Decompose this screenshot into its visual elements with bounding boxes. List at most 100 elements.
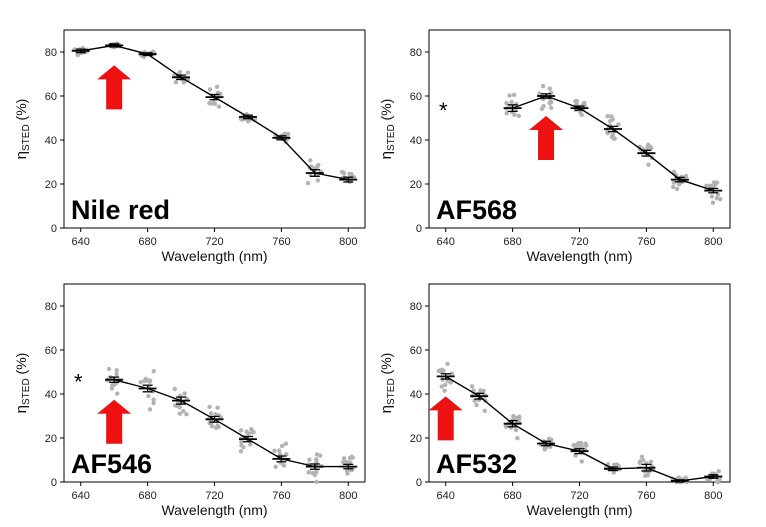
- replicate-point: [248, 442, 253, 447]
- replicate-point: [546, 436, 552, 442]
- replicate-point: [671, 184, 676, 190]
- replicate-point: [239, 439, 244, 444]
- y-label-unit: (%): [13, 353, 29, 379]
- y-tick-label: 40: [45, 389, 57, 401]
- replicate-point: [579, 459, 584, 464]
- x-tick-label: 640: [437, 490, 455, 502]
- y-label-unit: (%): [378, 99, 394, 125]
- replicate-point: [611, 462, 617, 467]
- replicate-point: [509, 99, 514, 105]
- replicate-point: [515, 435, 520, 441]
- x-tick-label: 760: [637, 490, 655, 502]
- replicate-point: [146, 393, 151, 399]
- replicate-point: [517, 414, 522, 419]
- replicate-point: [482, 408, 488, 413]
- replicate-point: [138, 379, 143, 385]
- replicate-point: [671, 180, 677, 185]
- replicate-point: [316, 162, 321, 168]
- y-tick-label: 80: [45, 301, 57, 313]
- y-tick-label: 80: [45, 47, 57, 59]
- x-tick-label: 760: [272, 490, 290, 502]
- replicate-point: [341, 456, 347, 461]
- replicate-point: [549, 99, 554, 105]
- y-label-subscript: STED: [21, 378, 32, 405]
- replicate-point: [605, 129, 610, 134]
- mean-line: [80, 44, 349, 181]
- chart-panel-2: 0 20 40 60 80 640 680 720 760 800 Wavelength (nm) η…: [378, 29, 731, 264]
- replicate-point: [715, 479, 721, 485]
- replicate-point: [449, 371, 455, 376]
- replicate-point: [182, 391, 187, 396]
- replicate-point: [181, 409, 186, 414]
- x-axis-label: Wavelength (nm): [526, 248, 632, 264]
- y-axis-label: ηSTED (%): [378, 99, 397, 160]
- replicate-point: [349, 171, 354, 177]
- x-tick-label: 680: [138, 236, 156, 248]
- y-tick-label: 80: [410, 47, 422, 59]
- replicate-point: [348, 460, 353, 465]
- replicate-point: [114, 368, 119, 373]
- replicate-point: [511, 413, 516, 419]
- replicate-point: [439, 384, 444, 389]
- chart-panel-1: 0 20 40 60 80 640 680 720 760 800 Wavelength (nm) η…: [13, 29, 366, 264]
- replicate-point: [276, 448, 282, 453]
- replicate-point: [145, 378, 150, 383]
- replicate-point: [216, 424, 221, 430]
- optimum-arrow-icon: [428, 396, 463, 441]
- replicate-point: [616, 122, 621, 127]
- optimum-arrow-icon: [97, 399, 132, 444]
- y-tick-label: 0: [416, 477, 422, 489]
- replicate-point: [513, 427, 519, 433]
- x-tick-label: 800: [704, 236, 722, 248]
- replicate-point: [674, 186, 680, 192]
- replicate-point: [151, 369, 156, 374]
- y-tick-label: 0: [51, 223, 57, 235]
- replicate-point: [246, 431, 251, 436]
- replicate-point: [185, 70, 191, 75]
- replicate-point: [272, 448, 277, 453]
- replicate-point: [442, 382, 448, 387]
- replicate-point: [648, 459, 654, 465]
- replicate-point: [351, 175, 357, 180]
- replicate-point: [573, 453, 578, 458]
- y-tick-label: 80: [410, 301, 422, 313]
- replicate-point: [584, 443, 589, 448]
- x-tick-label: 720: [205, 490, 223, 502]
- significance-asterisk: *: [439, 98, 448, 123]
- dye-label: AF568: [436, 195, 517, 225]
- x-tick-label: 680: [503, 490, 521, 502]
- replicate-point: [474, 402, 479, 408]
- replicate-point: [151, 400, 156, 406]
- mean-line: [113, 379, 349, 468]
- x-tick-label: 720: [205, 236, 223, 248]
- replicate-point: [211, 100, 216, 105]
- replicate-point: [314, 459, 319, 465]
- replicate-point: [214, 84, 220, 89]
- replicate-point: [516, 113, 521, 119]
- replicate-point: [215, 405, 220, 410]
- x-tick-label: 640: [72, 490, 90, 502]
- y-label-subscript: STED: [386, 124, 397, 151]
- replicate-point: [442, 388, 447, 393]
- y-axis-label: ηSTED (%): [13, 99, 32, 160]
- x-tick-label: 800: [339, 236, 357, 248]
- dye-label: AF546: [71, 449, 152, 479]
- replicate-point: [542, 447, 547, 452]
- replicate-point: [209, 424, 215, 429]
- y-tick-label: 20: [45, 433, 57, 445]
- replicate-point: [711, 180, 717, 185]
- replicate-point: [307, 457, 312, 462]
- replicate-point: [306, 470, 311, 475]
- replicate-point: [639, 454, 645, 459]
- x-tick-label: 720: [570, 236, 588, 248]
- replicate-point: [579, 444, 585, 449]
- optimum-arrow-icon: [97, 65, 132, 110]
- y-label-symbol: η: [13, 405, 30, 413]
- x-tick-label: 680: [138, 490, 156, 502]
- replicate-point: [574, 98, 580, 104]
- replicate-point: [718, 197, 723, 202]
- replicate-point: [547, 86, 552, 91]
- y-axis-label: ηSTED (%): [378, 353, 397, 414]
- x-axis-label: Wavelength (nm): [526, 502, 632, 518]
